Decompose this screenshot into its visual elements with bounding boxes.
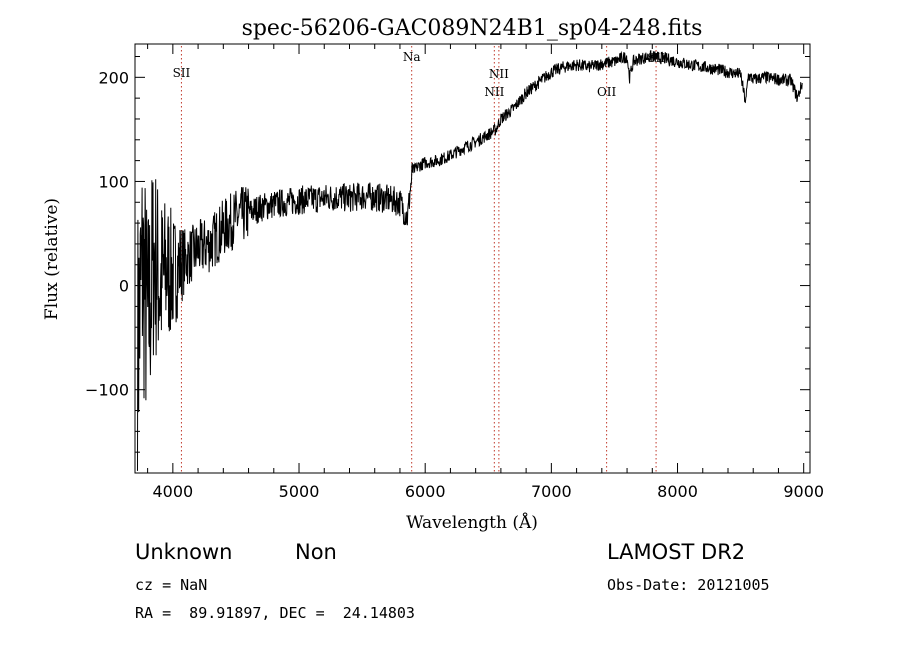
redshift-value: cz = NaN bbox=[135, 576, 208, 594]
y-tick-label: −100 bbox=[85, 381, 129, 400]
line-marker-label: NII bbox=[489, 67, 509, 81]
x-tick-label: 7000 bbox=[531, 482, 572, 501]
y-tick-label: 200 bbox=[98, 68, 129, 87]
y-tick-label: 0 bbox=[119, 277, 129, 296]
line-marker-label: SII bbox=[173, 66, 191, 80]
x-tick-label: 6000 bbox=[405, 482, 446, 501]
x-tick-label: 9000 bbox=[783, 482, 824, 501]
plot-frame bbox=[134, 43, 811, 474]
spectrum-series-line bbox=[137, 50, 803, 471]
y-axis-ticks: −100 0 100 200 bbox=[85, 55, 810, 453]
line-marker-label: OII bbox=[597, 85, 617, 99]
coordinates: RA = 89.91897, DEC = 24.14803 bbox=[135, 604, 415, 622]
survey-name: LAMOST DR2 bbox=[607, 540, 746, 564]
line-marker-label: Na bbox=[403, 50, 421, 64]
x-tick-label: 4000 bbox=[152, 482, 193, 501]
spectral-class: Unknown bbox=[135, 540, 233, 564]
x-tick-label: 8000 bbox=[657, 482, 698, 501]
line-marker-label: NII bbox=[484, 85, 504, 99]
x-axis-ticks: 4000 5000 6000 7000 8000 9000 bbox=[147, 44, 824, 501]
chart-title: spec-56206-GAC089N24B1_sp04-248.fits bbox=[242, 16, 703, 41]
x-tick-label: 5000 bbox=[279, 482, 320, 501]
y-tick-label: 100 bbox=[98, 172, 129, 191]
y-axis-label: Flux (relative) bbox=[42, 198, 62, 320]
observation-date: Obs-Date: 20121005 bbox=[607, 576, 770, 594]
spectral-subclass: Non bbox=[295, 540, 337, 564]
x-axis-label: Wavelength (Å) bbox=[406, 512, 538, 533]
